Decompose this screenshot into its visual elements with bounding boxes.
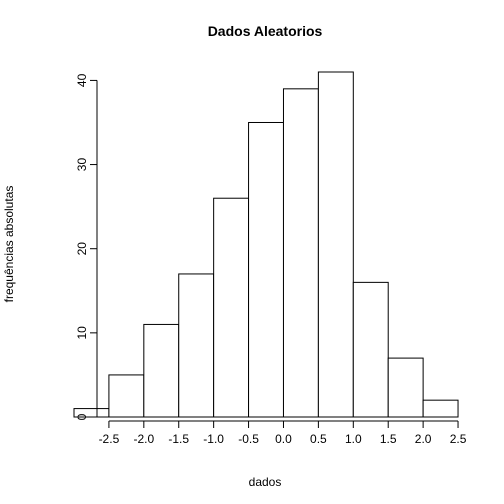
x-tick-label-5: 0.0 [275, 432, 292, 446]
x-tick-label-3: -1.0 [203, 432, 224, 446]
y-axis-label: frequências absolutas [2, 186, 16, 303]
y-tick-label-2: 20 [75, 242, 89, 256]
x-tick-label-7: 1.0 [345, 432, 362, 446]
y-tick-label-0: 0 [75, 413, 89, 420]
x-tick-label-2: -1.5 [168, 432, 189, 446]
x-axis-label: dados [249, 475, 282, 489]
x-tick-label-4: -0.5 [238, 432, 259, 446]
histogram-bar-8 [352, 281, 389, 418]
histogram-bar-2 [143, 323, 180, 418]
histogram-bar-4 [213, 197, 250, 418]
y-tick-label-4: 40 [75, 73, 89, 87]
histogram-bar-3 [178, 273, 215, 418]
x-tick-label-8: 1.5 [380, 432, 397, 446]
y-tick-label-3: 30 [75, 158, 89, 172]
histogram-bar-6 [282, 88, 319, 418]
x-tick-label-6: 0.5 [310, 432, 327, 446]
x-tick-label-1: -2.0 [133, 432, 154, 446]
x-axis: -2.5 -2.0 -1.5 -1.0 -0.5 0.0 0.5 1.0 1.5 2.0 2.5 [99, 420, 467, 446]
histogram-bar-5 [248, 121, 284, 418]
histogram-bar-9 [387, 357, 424, 418]
chart-title: Dados Aleatorios [208, 23, 323, 39]
bars-group [73, 71, 459, 418]
y-axis: 0 10 20 30 40 [75, 73, 98, 420]
histogram-bar-7 [317, 71, 354, 418]
x-tick-label-10: 2.5 [450, 432, 467, 446]
x-tick-label-9: 2.0 [415, 432, 432, 446]
x-tick-label-0: -2.5 [99, 432, 120, 446]
histogram-bar-10 [422, 399, 459, 418]
y-tick-label-1: 10 [75, 326, 89, 340]
histogram-bar-1 [108, 374, 145, 418]
